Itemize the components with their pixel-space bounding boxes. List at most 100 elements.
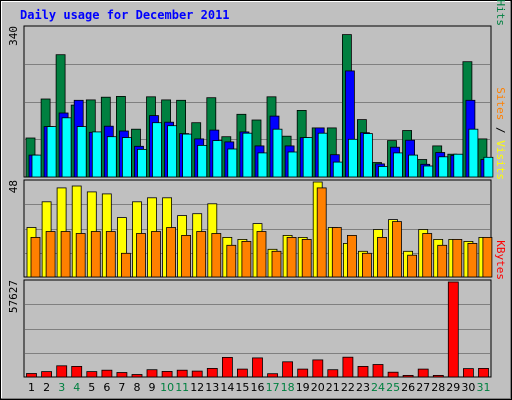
axis-label-part-kbytes: KBytes bbox=[494, 240, 507, 280]
x-tick-label-day-30: 30 bbox=[461, 381, 475, 394]
panel-hits: 340 Pages / Files / Hits bbox=[7, 0, 507, 178]
bar-sites-day-2 bbox=[45, 231, 56, 278]
bar-pages-day-23 bbox=[362, 133, 373, 178]
bar-pages-day-31 bbox=[483, 156, 494, 178]
x-tick-label-day-24: 24 bbox=[371, 381, 385, 394]
bar-kbytes-day-17 bbox=[267, 373, 279, 378]
bar-sites-day-14 bbox=[226, 244, 237, 278]
chart-panels: 340 Pages / Files / Hits 48 Sites / Visits 5… bbox=[7, 0, 507, 378]
bar-sites-day-18 bbox=[286, 236, 297, 278]
x-tick-label-day-5: 5 bbox=[88, 381, 95, 394]
bar-pages-day-9 bbox=[152, 122, 162, 178]
bar-sites-day-28 bbox=[437, 244, 448, 278]
bar-kbytes-day-31 bbox=[478, 367, 489, 378]
bar-pages-day-10 bbox=[167, 125, 178, 178]
panel-kbytes-ymax-label: 57627 bbox=[7, 280, 20, 313]
bar-pages-day-21 bbox=[332, 161, 343, 178]
bar-pages-day-30 bbox=[468, 128, 479, 178]
bar-sites-day-10 bbox=[166, 227, 177, 278]
bar-kbytes-day-5 bbox=[86, 371, 98, 378]
series-sites bbox=[30, 187, 493, 278]
bar-pages-day-25 bbox=[393, 152, 403, 178]
bar-sites-day-25 bbox=[392, 221, 402, 278]
bar-sites-day-30 bbox=[467, 242, 478, 278]
bar-pages-day-3 bbox=[61, 117, 72, 178]
x-tick-label-day-26: 26 bbox=[401, 381, 415, 394]
bar-sites-day-15 bbox=[241, 240, 252, 278]
bar-sites-day-24 bbox=[377, 236, 387, 278]
axis-label-part-visits: Visits bbox=[494, 140, 507, 180]
bar-sites-day-31 bbox=[482, 236, 493, 278]
bar-sites-day-8 bbox=[136, 233, 146, 278]
bar-kbytes-day-8 bbox=[131, 374, 143, 378]
bar-pages-day-18 bbox=[287, 151, 298, 178]
x-tick-label-day-15: 15 bbox=[235, 381, 249, 394]
panel-visits-ymax-label: 48 bbox=[7, 180, 20, 193]
x-tick-label-day-19: 19 bbox=[296, 381, 310, 394]
x-tick-label-day-1: 1 bbox=[28, 381, 35, 394]
bar-pages-day-2 bbox=[46, 126, 57, 178]
x-tick-label-day-23: 23 bbox=[356, 381, 370, 394]
bar-kbytes-day-3 bbox=[56, 365, 68, 378]
bar-kbytes-day-4 bbox=[71, 365, 83, 378]
bar-sites-day-23 bbox=[361, 252, 372, 278]
bar-sites-day-7 bbox=[121, 252, 131, 278]
bar-kbytes-day-16 bbox=[252, 357, 263, 378]
x-tick-label-day-9: 9 bbox=[149, 381, 156, 394]
bar-kbytes-day-27 bbox=[417, 368, 429, 378]
bar-kbytes-day-20 bbox=[312, 359, 324, 378]
bar-kbytes-day-19 bbox=[297, 368, 309, 378]
bar-kbytes-day-11 bbox=[176, 369, 188, 378]
bar-sites-day-29 bbox=[452, 238, 463, 278]
x-tick-label-day-27: 27 bbox=[416, 381, 430, 394]
series-pages bbox=[31, 117, 494, 178]
chart-title: Daily usage for December 2011 bbox=[20, 8, 230, 22]
bar-kbytes-day-18 bbox=[282, 361, 294, 378]
bar-kbytes-day-9 bbox=[146, 369, 158, 378]
x-tick-label-day-17: 17 bbox=[266, 381, 280, 394]
x-tick-label-day-28: 28 bbox=[431, 381, 445, 394]
bar-sites-day-6 bbox=[105, 231, 116, 278]
series-kbytes bbox=[26, 281, 489, 378]
bar-kbytes-day-28 bbox=[432, 374, 444, 378]
x-tick-label-day-29: 29 bbox=[446, 381, 460, 394]
x-tick-label-day-20: 20 bbox=[311, 381, 325, 394]
x-tick-label-day-12: 12 bbox=[190, 381, 204, 394]
bar-kbytes-day-24 bbox=[372, 364, 384, 378]
x-tick-label-day-21: 21 bbox=[326, 381, 340, 394]
bar-pages-day-16 bbox=[257, 152, 268, 178]
bar-pages-day-24 bbox=[378, 166, 388, 178]
panel-visits-axis-label: Sites / Visits bbox=[494, 87, 507, 180]
x-tick-label-day-13: 13 bbox=[205, 381, 219, 394]
x-tick-label-day-25: 25 bbox=[386, 381, 400, 394]
bar-sites-day-26 bbox=[407, 254, 418, 278]
bar-sites-day-5 bbox=[90, 231, 101, 278]
x-tick-label-day-4: 4 bbox=[73, 381, 80, 394]
bar-sites-day-3 bbox=[60, 231, 71, 278]
axis-label-part-hits: Hits bbox=[494, 0, 507, 26]
bar-pages-day-13 bbox=[212, 140, 223, 178]
bar-kbytes-day-13 bbox=[206, 367, 218, 378]
bar-sites-day-9 bbox=[151, 231, 161, 278]
bar-pages-day-27 bbox=[423, 165, 434, 178]
bar-kbytes-day-25 bbox=[387, 371, 399, 378]
x-tick-label-day-11: 11 bbox=[175, 381, 189, 394]
x-tick-label-day-3: 3 bbox=[58, 381, 65, 394]
bar-kbytes-day-10 bbox=[161, 370, 173, 378]
bar-sites-day-21 bbox=[331, 227, 342, 278]
bar-pages-day-17 bbox=[272, 128, 283, 178]
bar-kbytes-day-30 bbox=[462, 368, 474, 378]
x-tick-label-day-31: 31 bbox=[477, 381, 491, 394]
bar-sites-day-20 bbox=[316, 187, 327, 278]
bar-pages-day-29 bbox=[453, 153, 464, 178]
bar-sites-day-16 bbox=[256, 231, 267, 278]
bar-kbytes-day-2 bbox=[41, 371, 52, 378]
bar-kbytes-day-23 bbox=[357, 365, 369, 378]
x-tick-label-day-16: 16 bbox=[251, 381, 265, 394]
bar-sites-day-11 bbox=[181, 234, 192, 278]
x-tick-label-day-10: 10 bbox=[160, 381, 174, 394]
bar-pages-day-11 bbox=[182, 133, 193, 178]
panel-hits-ymax-label: 340 bbox=[7, 26, 20, 46]
bar-pages-day-5 bbox=[91, 131, 102, 178]
x-tick-label-day-14: 14 bbox=[220, 381, 234, 394]
